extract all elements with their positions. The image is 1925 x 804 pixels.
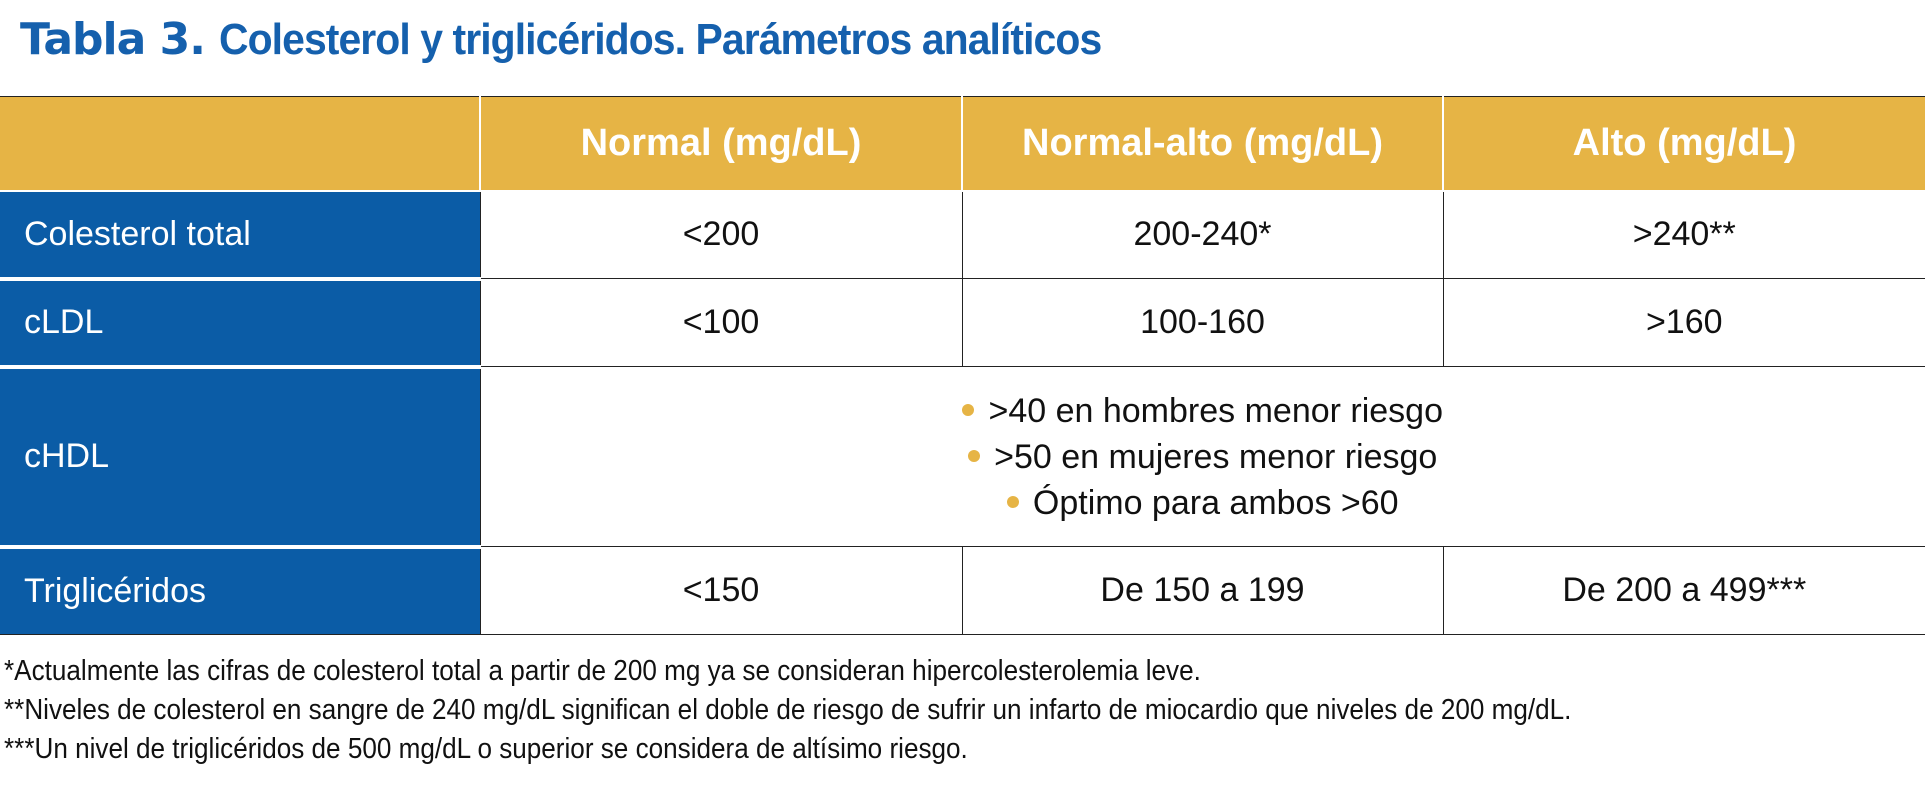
header-corner-cell xyxy=(0,96,481,192)
table-row: Triglicéridos <150 De 150 a 199 De 200 a… xyxy=(0,546,1925,635)
table-row: Colesterol total <200 200-240* >240** xyxy=(0,190,1925,281)
bullet-text: >40 en hombres menor riesgo xyxy=(988,391,1444,430)
bullet-dot-icon xyxy=(1006,495,1019,508)
cell-value: De 150 a 199 xyxy=(961,546,1444,635)
row-label-chdl: cHDL xyxy=(0,366,480,549)
header-alto: Alto (mg/dL) xyxy=(1442,96,1925,192)
header-normal-alto: Normal-alto (mg/dL) xyxy=(961,96,1444,192)
cell-value: >160 xyxy=(1442,278,1925,367)
cell-value: <150 xyxy=(479,546,963,635)
footnote: **Niveles de colesterol en sangre de 240… xyxy=(4,694,1572,726)
cell-value: De 200 a 499*** xyxy=(1442,546,1925,635)
table-header-row: Normal (mg/dL) Normal-alto (mg/dL) Alto … xyxy=(0,96,1925,192)
chdl-bullet-list: >40 en hombres menor riesgo >50 en mujer… xyxy=(481,388,1925,526)
table-title-text: Colesterol y triglicéridos. Parámetros a… xyxy=(218,15,1102,64)
list-item: >40 en hombres menor riesgo xyxy=(481,388,1925,434)
cell-value: 100-160 xyxy=(961,278,1444,367)
cell-value: >240** xyxy=(1442,190,1925,279)
page-title: Tabla 3. Colesterol y triglicéridos. Par… xyxy=(20,14,1168,74)
lipid-parameters-table: Normal (mg/dL) Normal-alto (mg/dL) Alto … xyxy=(0,96,1925,635)
row-label-trigliceridos: Triglicéridos xyxy=(0,546,480,635)
bullet-dot-icon xyxy=(968,449,981,462)
row-label-cldl: cLDL xyxy=(0,278,480,369)
bullet-text: Óptimo para ambos >60 xyxy=(1032,483,1399,522)
footnotes: *Actualmente las cifras de colesterol to… xyxy=(4,652,1746,769)
list-item: >50 en mujeres menor riesgo xyxy=(481,434,1925,480)
table-row: cHDL >40 en hombres menor riesgo >50 en … xyxy=(0,366,1925,549)
list-item: Óptimo para ambos >60 xyxy=(481,480,1925,526)
footnote: ***Un nivel de triglicéridos de 500 mg/d… xyxy=(4,733,968,765)
row-label-colesterol-total: Colesterol total xyxy=(0,190,480,281)
table-row: cLDL <100 100-160 >160 xyxy=(0,278,1925,369)
chdl-merged-cell: >40 en hombres menor riesgo >50 en mujer… xyxy=(479,366,1925,547)
cell-value: 200-240* xyxy=(961,190,1444,279)
table-number-label: Tabla 3. xyxy=(20,14,206,65)
footnote: *Actualmente las cifras de colesterol to… xyxy=(4,655,1201,687)
cell-value: <200 xyxy=(479,190,963,279)
bullet-dot-icon xyxy=(962,403,975,416)
bullet-text: >50 en mujeres menor riesgo xyxy=(994,437,1438,476)
header-normal: Normal (mg/dL) xyxy=(479,96,963,192)
cell-value: <100 xyxy=(479,278,963,367)
